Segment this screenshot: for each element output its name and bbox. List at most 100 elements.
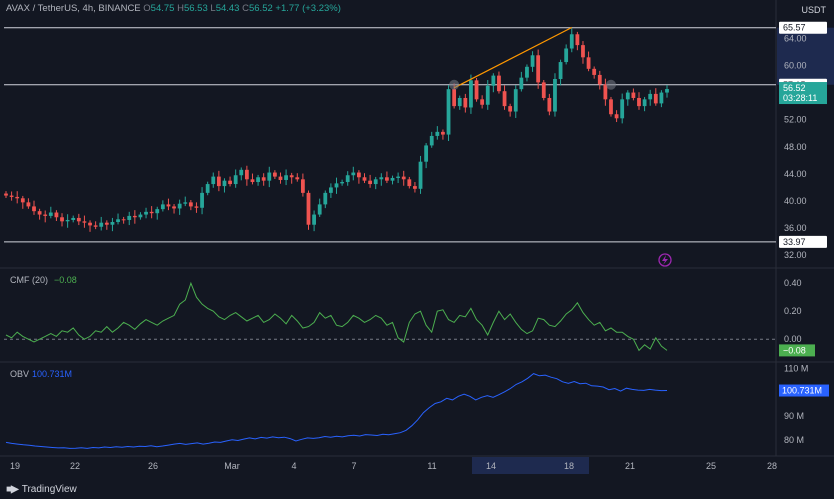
candle: [194, 206, 199, 208]
candle: [4, 193, 8, 196]
candle: [127, 215, 132, 220]
candle: [637, 97, 641, 107]
candle: [15, 196, 20, 199]
obv-current-value: 100.731M: [32, 369, 72, 379]
candle: [435, 131, 440, 136]
candle: [648, 93, 653, 100]
candle: [469, 80, 473, 108]
price-tick-label: 36.00: [784, 223, 807, 233]
candle: [480, 99, 485, 105]
candle: [413, 186, 417, 189]
candle: [216, 176, 221, 187]
time-tick-label: 25: [706, 461, 716, 471]
candle: [306, 192, 311, 225]
tradingview-label: TradingView: [21, 484, 77, 495]
candle: [665, 89, 669, 93]
price-tick-label: 40.00: [784, 196, 807, 206]
candle: [110, 222, 115, 225]
candle: [407, 179, 412, 187]
candle: [250, 179, 255, 183]
candle: [485, 85, 490, 105]
candle: [463, 97, 468, 108]
bar-countdown-label: 03:28:11: [783, 93, 817, 103]
open-value: 54.75: [150, 3, 175, 14]
price-tick-label: 48.00: [784, 142, 807, 152]
low-value: 54.43: [215, 3, 240, 14]
candle: [284, 175, 288, 180]
obv-value-box: [779, 384, 829, 397]
candle: [104, 222, 109, 225]
candle: [586, 57, 591, 69]
candle: [43, 214, 48, 216]
time-tick-label: 7: [351, 461, 356, 471]
candle: [659, 92, 664, 104]
candle: [312, 214, 316, 225]
open-label: O: [143, 3, 151, 14]
time-tick-label: Mar: [224, 461, 240, 471]
candle: [401, 176, 406, 180]
time-tick-label: 26: [148, 461, 158, 471]
candle: [328, 187, 333, 193]
candle: [385, 177, 389, 181]
candle: [26, 202, 31, 207]
candle: [116, 219, 120, 223]
cmf-tick-label: 0.40: [784, 278, 802, 288]
time-tick-label: 19: [10, 461, 20, 471]
candle: [71, 217, 76, 220]
candle: [205, 184, 210, 193]
candle: [183, 202, 188, 204]
candle: [429, 135, 434, 146]
candle: [502, 91, 507, 107]
candle: [65, 219, 70, 222]
candle: [244, 169, 249, 180]
candle: [547, 97, 552, 112]
candle: [121, 219, 126, 221]
candle: [48, 212, 53, 216]
candle: [581, 45, 585, 58]
candle: [144, 211, 148, 215]
candle: [569, 34, 574, 49]
tradingview-branding[interactable]: ■▶ TradingView: [6, 484, 77, 495]
candle: [267, 172, 272, 181]
candle: [149, 211, 154, 214]
obv-tick-label: 90 M: [784, 411, 804, 421]
candle: [368, 180, 373, 185]
candle: [418, 161, 423, 189]
candle: [625, 92, 630, 100]
candle: [222, 180, 227, 187]
candle: [536, 55, 541, 83]
candle: [379, 177, 384, 180]
time-tick-label: 18: [564, 461, 574, 471]
candle: [396, 176, 401, 178]
candle: [351, 172, 356, 176]
cmf-value-box: [779, 344, 815, 357]
candle: [99, 222, 104, 227]
trend-line: [453, 26, 573, 89]
candle: [592, 68, 597, 75]
candle: [54, 212, 59, 218]
symbol-name[interactable]: AVAX / TetherUS, 4h, BINANCE: [6, 3, 141, 14]
time-tick-label: 21: [625, 461, 635, 471]
candle: [609, 99, 613, 115]
obv-tick-label: 80 M: [784, 435, 804, 445]
marker-point: [605, 79, 616, 90]
candle: [373, 179, 378, 185]
candle: [211, 176, 216, 185]
candle: [441, 131, 445, 135]
low-line-label-box: [779, 235, 827, 248]
candle: [188, 202, 193, 207]
candle: [272, 172, 277, 177]
last-price-label: 56.52: [783, 83, 806, 93]
price-axis-highlight: [777, 27, 834, 85]
candle: [558, 62, 563, 79]
candle: [132, 215, 137, 218]
currency-label[interactable]: USDT: [801, 5, 827, 15]
high-line-label-box: [779, 21, 827, 34]
candle: [519, 77, 524, 90]
candle: [88, 222, 92, 226]
candle: [323, 192, 328, 205]
candle: [424, 145, 429, 162]
candle: [452, 89, 457, 107]
candle: [446, 89, 451, 135]
